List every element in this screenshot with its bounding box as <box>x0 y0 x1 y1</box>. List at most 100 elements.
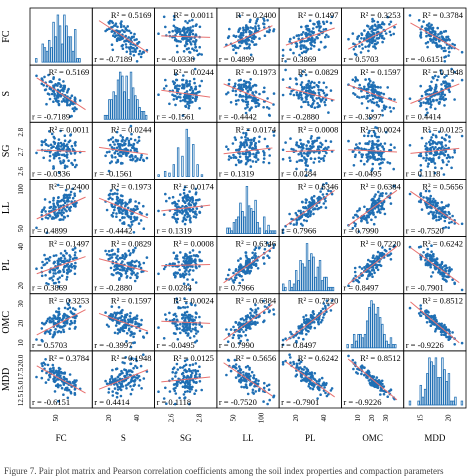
data-point <box>451 79 454 82</box>
data-point <box>131 155 134 158</box>
data-point <box>313 81 316 85</box>
data-point <box>429 146 433 150</box>
data-point <box>364 45 367 49</box>
data-point <box>132 142 135 146</box>
data-point <box>113 192 117 195</box>
data-point <box>370 272 374 276</box>
data-point <box>322 81 326 85</box>
data-point <box>420 25 424 28</box>
data-point <box>171 367 175 371</box>
data-point <box>447 160 450 163</box>
data-point <box>118 201 122 204</box>
data-point <box>50 317 54 321</box>
histogram-bar <box>185 128 188 177</box>
data-point <box>252 152 255 156</box>
data-point <box>254 91 258 94</box>
data-point <box>235 35 238 38</box>
data-point <box>244 251 247 254</box>
data-point <box>191 371 194 375</box>
data-point <box>59 199 62 203</box>
data-point <box>198 52 201 56</box>
data-point <box>48 255 52 259</box>
data-point <box>227 158 231 161</box>
data-point <box>309 137 313 140</box>
data-point <box>437 215 441 219</box>
histogram-bar <box>50 47 53 63</box>
data-point <box>281 93 285 97</box>
data-point <box>426 45 429 49</box>
data-point <box>175 371 178 374</box>
data-point <box>447 226 451 229</box>
data-point <box>322 202 326 205</box>
histogram-bar <box>368 307 371 349</box>
data-point <box>43 363 47 366</box>
data-point <box>439 69 443 72</box>
data-point <box>52 100 55 103</box>
data-point <box>388 30 392 34</box>
histogram-bar <box>138 107 141 120</box>
data-point <box>73 142 77 145</box>
data-point <box>308 214 312 218</box>
data-point <box>263 137 267 141</box>
data-point <box>175 213 179 216</box>
data-point <box>129 31 133 35</box>
data-point <box>370 38 374 41</box>
data-point <box>192 77 196 81</box>
data-point <box>453 151 457 154</box>
data-point <box>182 26 186 29</box>
data-point <box>131 370 134 374</box>
data-point <box>157 32 160 35</box>
data-point <box>66 148 70 152</box>
data-point <box>111 192 115 196</box>
data-point <box>322 316 325 319</box>
data-point <box>238 95 241 98</box>
data-point <box>125 45 128 49</box>
data-point <box>300 96 303 99</box>
data-point <box>376 20 380 24</box>
data-point <box>393 146 396 149</box>
data-point <box>238 274 242 278</box>
data-point <box>69 205 73 209</box>
histogram-bar <box>131 87 135 120</box>
data-point <box>420 208 424 211</box>
data-point <box>251 322 254 326</box>
data-point <box>165 199 168 203</box>
data-point <box>426 198 430 201</box>
data-point <box>43 253 46 257</box>
data-point <box>63 306 67 310</box>
data-point <box>251 27 255 30</box>
data-point <box>431 217 435 220</box>
data-point <box>386 15 390 19</box>
data-point <box>431 271 435 274</box>
data-point <box>52 135 56 139</box>
data-point <box>360 37 363 40</box>
data-point <box>40 376 44 380</box>
histogram-bar <box>352 333 356 349</box>
data-point <box>384 105 388 109</box>
data-point <box>380 100 384 103</box>
data-point <box>453 343 457 346</box>
data-point <box>181 325 185 328</box>
r2-annotation: R² = 0.6346 <box>298 181 339 191</box>
data-point <box>142 159 146 163</box>
data-point <box>172 24 176 28</box>
data-point <box>429 197 432 201</box>
data-point <box>193 392 196 396</box>
data-point <box>137 135 141 139</box>
data-point <box>129 252 132 255</box>
data-point <box>67 208 71 211</box>
data-point <box>382 22 386 26</box>
data-point <box>429 39 433 42</box>
data-point <box>131 321 134 324</box>
data-point <box>443 76 446 79</box>
data-point <box>179 275 182 279</box>
data-point <box>134 320 137 324</box>
data-point <box>324 139 328 143</box>
data-point <box>164 78 167 82</box>
data-point <box>231 279 235 282</box>
data-point <box>370 151 374 155</box>
data-point <box>48 332 52 336</box>
data-point <box>313 207 317 211</box>
